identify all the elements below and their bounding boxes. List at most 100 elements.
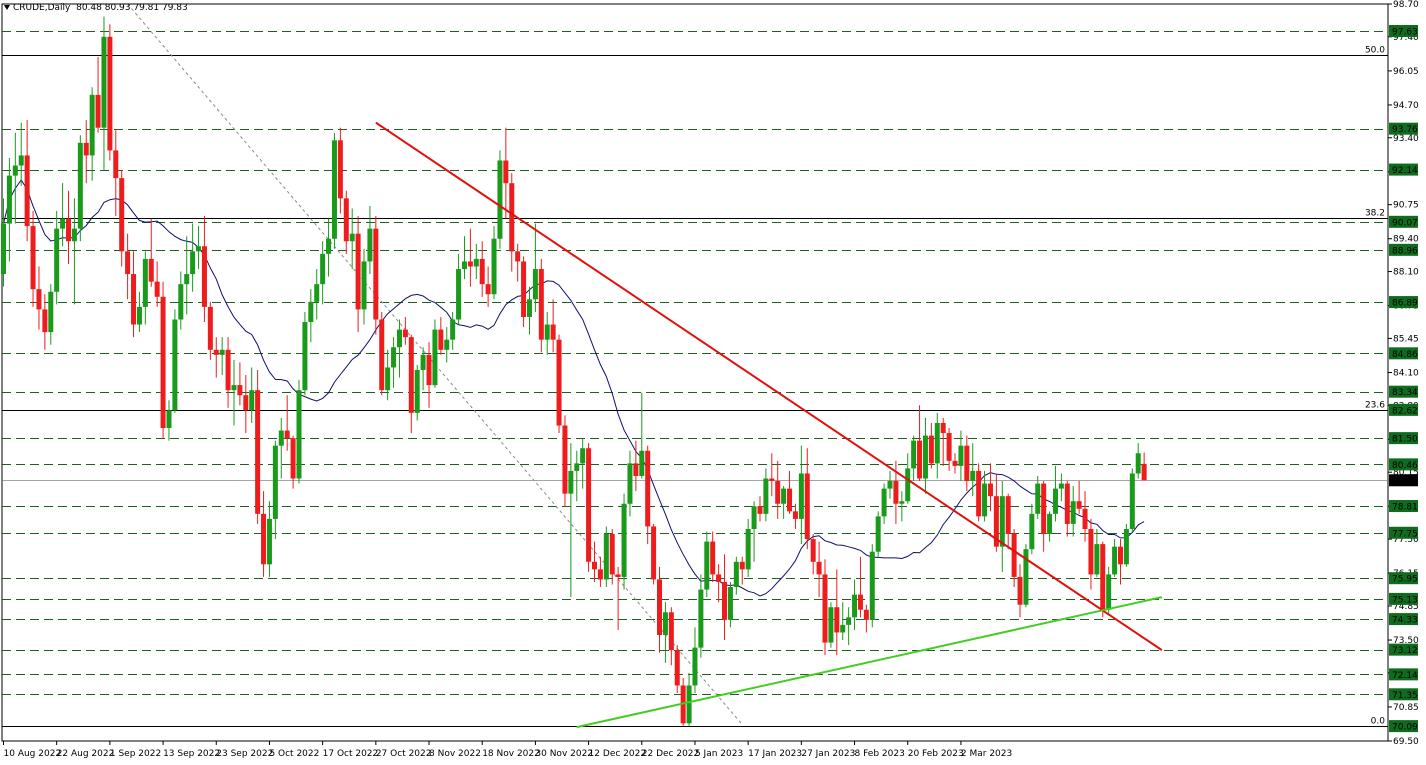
candle-bear[interactable]: [337, 140, 343, 199]
candle-bear[interactable]: [538, 269, 544, 340]
candle-bear[interactable]: [125, 251, 131, 275]
candle-bear[interactable]: [993, 496, 999, 547]
candle-bull[interactable]: [526, 299, 532, 317]
candle-bear[interactable]: [503, 160, 509, 184]
candle-bear[interactable]: [83, 142, 89, 156]
candle-bull[interactable]: [781, 488, 787, 504]
candle-bull[interactable]: [869, 551, 875, 620]
candle-bear[interactable]: [804, 473, 810, 540]
candle-bull[interactable]: [491, 238, 497, 295]
candle-bull[interactable]: [692, 647, 698, 686]
candle-bull[interactable]: [18, 155, 24, 166]
candle-bear[interactable]: [787, 488, 793, 512]
candle-bear[interactable]: [716, 574, 722, 582]
candle-bull[interactable]: [308, 301, 314, 323]
candle-bear[interactable]: [769, 478, 775, 482]
candle-bear[interactable]: [36, 289, 42, 310]
candle-bull[interactable]: [999, 496, 1005, 547]
candle-bear[interactable]: [207, 306, 213, 350]
candle-bull[interactable]: [574, 463, 580, 471]
candle-bull[interactable]: [190, 251, 196, 275]
candle-bear[interactable]: [609, 534, 615, 575]
candle-bull[interactable]: [184, 274, 190, 285]
candle-bull[interactable]: [60, 218, 66, 229]
candle-bear[interactable]: [592, 561, 597, 570]
candle-bull[interactable]: [532, 269, 538, 300]
candle-bear[interactable]: [343, 198, 349, 242]
candle-bear[interactable]: [379, 319, 385, 391]
candle-bear[interactable]: [1088, 528, 1094, 575]
candle-bull[interactable]: [763, 478, 769, 514]
candle-bull[interactable]: [846, 617, 852, 625]
candle-bull[interactable]: [196, 246, 202, 252]
candle-bear[interactable]: [201, 246, 207, 307]
candle-bear[interactable]: [1041, 483, 1047, 535]
candle-bear[interactable]: [1005, 496, 1011, 535]
candle-bear[interactable]: [834, 607, 840, 633]
candle-bull[interactable]: [1129, 473, 1135, 529]
candle-bear[interactable]: [467, 261, 473, 267]
candle-bear[interactable]: [893, 481, 899, 504]
candle-bear[interactable]: [426, 354, 432, 386]
candle-bear[interactable]: [550, 324, 556, 340]
candle-bear[interactable]: [556, 339, 562, 426]
candle-bull[interactable]: [320, 253, 326, 285]
candle-bear[interactable]: [857, 594, 863, 610]
candle-bull[interactable]: [905, 468, 911, 502]
candle-bear[interactable]: [1076, 501, 1082, 509]
candle-bear[interactable]: [657, 579, 663, 635]
candle-bear[interactable]: [42, 309, 48, 333]
candle-bull[interactable]: [361, 261, 367, 310]
trendline-up[interactable]: [576, 596, 1163, 729]
candle-bear[interactable]: [615, 574, 621, 577]
candle-bear[interactable]: [1117, 546, 1123, 565]
candle-bull[interactable]: [544, 324, 550, 340]
collapse-arrow-icon[interactable]: [4, 5, 10, 10]
candle-bear[interactable]: [863, 609, 869, 620]
candle-bull[interactable]: [621, 503, 627, 577]
candle-bull[interactable]: [473, 258, 479, 267]
candle-bull[interactable]: [461, 261, 467, 270]
candle-bear[interactable]: [131, 274, 137, 325]
candle-bull[interactable]: [745, 528, 751, 570]
candle-bear[interactable]: [160, 296, 166, 429]
candle-bear[interactable]: [739, 561, 745, 570]
candle-bull[interactable]: [326, 238, 332, 254]
candle-bull[interactable]: [101, 36, 107, 128]
candle-bull[interactable]: [828, 607, 834, 643]
candle-bull[interactable]: [982, 483, 988, 517]
candle-bear[interactable]: [674, 650, 680, 686]
candle-bull[interactable]: [970, 470, 976, 482]
candle-bull[interactable]: [302, 322, 308, 391]
candle-bear[interactable]: [645, 450, 651, 527]
candle-bull[interactable]: [266, 518, 272, 565]
candle-bear[interactable]: [355, 233, 361, 310]
candle-bear[interactable]: [402, 329, 408, 338]
candle-bull[interactable]: [1052, 488, 1058, 514]
candle-bull[interactable]: [1106, 574, 1112, 610]
candle-bear[interactable]: [261, 513, 267, 565]
candle-bull[interactable]: [450, 319, 456, 340]
candle-bear[interactable]: [113, 150, 119, 179]
candle-bear[interactable]: [952, 460, 958, 466]
candle-bull[interactable]: [396, 329, 402, 348]
candle-bear[interactable]: [1141, 463, 1147, 481]
candle-bear[interactable]: [562, 425, 568, 494]
candle-bull[interactable]: [733, 561, 739, 588]
candle-bear[interactable]: [946, 433, 952, 461]
candle-bull[interactable]: [367, 228, 373, 262]
candle-bull[interactable]: [1135, 453, 1141, 474]
candle-bear[interactable]: [521, 261, 527, 317]
candle-bull[interactable]: [1094, 544, 1100, 575]
candle-bull[interactable]: [662, 612, 668, 635]
candle-bull[interactable]: [1070, 501, 1076, 524]
candle-bull[interactable]: [887, 481, 893, 489]
candle-bull[interactable]: [934, 422, 940, 464]
candle-bear[interactable]: [290, 438, 296, 479]
candle-bear[interactable]: [722, 581, 728, 620]
candle-bull[interactable]: [385, 367, 391, 391]
candle-bull[interactable]: [852, 594, 858, 618]
candle-bear[interactable]: [1064, 483, 1070, 524]
candle-bear[interactable]: [95, 94, 101, 128]
candle-bull[interactable]: [172, 319, 178, 411]
